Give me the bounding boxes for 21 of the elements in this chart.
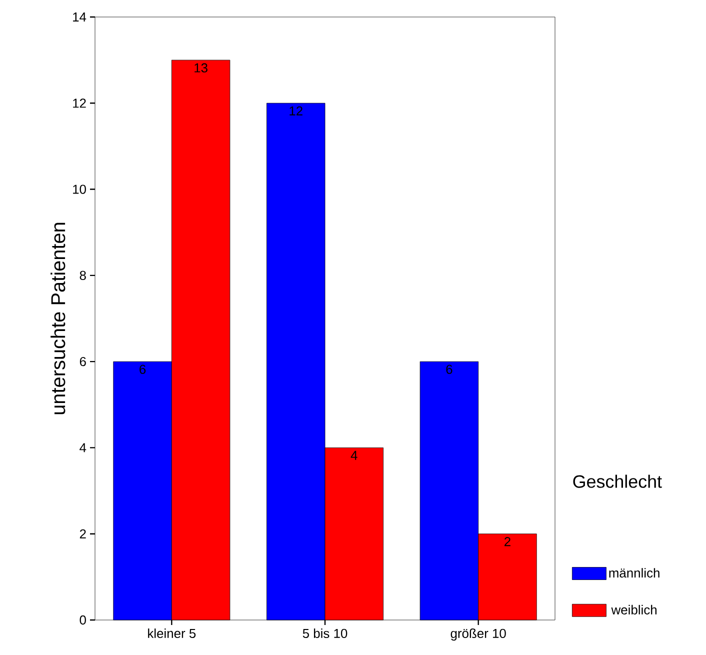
legend-label: männlich <box>609 568 660 578</box>
y-tick-label: 0 <box>80 615 86 625</box>
x-tick-label: kleiner 5 <box>148 628 196 638</box>
y-tick-label: 4 <box>80 443 86 452</box>
y-tick-label: 8 <box>80 270 86 280</box>
data-label: 4 <box>350 450 358 460</box>
y-tick-label: 10 <box>73 184 86 194</box>
data-label: 12 <box>290 106 302 116</box>
y-tick-label: 2 <box>80 529 86 538</box>
data-label: 13 <box>194 63 208 72</box>
x-tick-label: größer 10 <box>450 628 506 641</box>
data-label: 2 <box>504 537 510 546</box>
y-axis-title: untersuchte Patienten <box>50 222 66 414</box>
y-tick-label: 14 <box>73 12 86 22</box>
data-label: 6 <box>446 364 452 374</box>
legend-title: Geschlecht <box>573 474 662 488</box>
data-label: 6 <box>140 364 146 374</box>
y-tick-label: 12 <box>73 98 86 108</box>
y-tick-label: 6 <box>80 356 86 366</box>
x-tick-label: 5 bis 10 <box>302 628 348 638</box>
legend-label: weiblich <box>611 604 656 614</box>
